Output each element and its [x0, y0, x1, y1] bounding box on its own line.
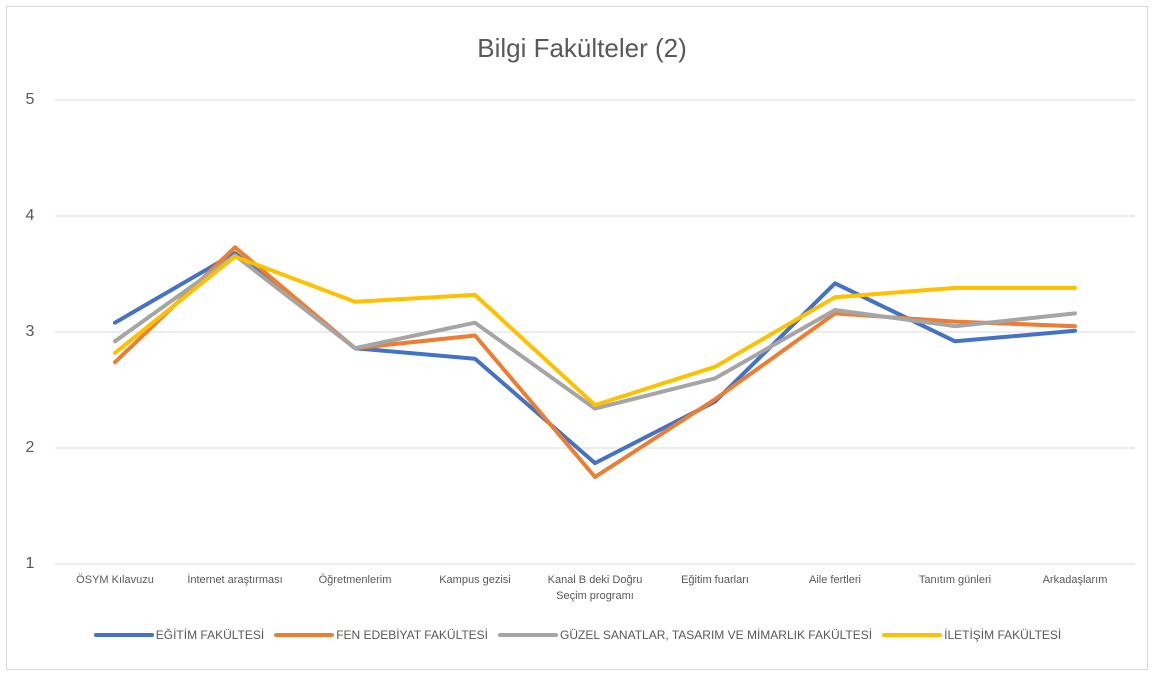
- chart-title: Bilgi Fakülteler (2): [477, 33, 687, 63]
- x-tick-label: Aile fertleri: [809, 574, 861, 586]
- y-tick-label: 5: [26, 91, 35, 108]
- series-line: [113, 254, 1077, 408]
- x-tick-label: Arkadaşlarım: [1042, 574, 1108, 586]
- x-tick-label: Tanıtım günleri: [918, 574, 992, 586]
- legend-swatch: [498, 633, 559, 637]
- x-tick-label: Kanal B deki Doğru Seçim programı: [547, 574, 643, 602]
- legend-swatch: [882, 633, 943, 637]
- legend-item: EĞİTİM FAKÜLTESİ: [93, 628, 265, 642]
- legend-item: İLETİŞİM FAKÜLTESİ: [882, 628, 1061, 642]
- legend-label: EĞİTİM FAKÜLTESİ: [155, 628, 265, 642]
- x-tick-label: Kampus gezisi: [439, 574, 511, 586]
- legend-swatch: [93, 633, 154, 637]
- x-tick-label: İnternet araştırması: [187, 574, 283, 586]
- legend: EĞİTİM FAKÜLTESİ FEN EDEBİYAT FAKÜLTESİ GÜ…: [0, 628, 1155, 642]
- legend-item: GÜZEL SANATLAR, TASARIM VE MİMARLIK FAKÜ…: [498, 628, 872, 642]
- legend-item: FEN EDEBİYAT FAKÜLTESİ: [274, 628, 488, 642]
- legend-swatch: [274, 633, 335, 637]
- x-tick-label: Eğitim fuarları: [681, 574, 749, 586]
- y-tick-label: 2: [26, 439, 35, 456]
- y-tick-label: 4: [26, 207, 35, 224]
- chart-border: [6, 6, 1148, 670]
- x-tick-label: ÖSYM Kılavuzu: [76, 574, 154, 586]
- series-line: [113, 253, 1077, 411]
- x-tick-label: Öğretmenlerim: [318, 574, 392, 586]
- y-tick-label: 3: [26, 323, 35, 340]
- legend-label: FEN EDEBİYAT FAKÜLTESİ: [336, 628, 489, 642]
- legend-label: GÜZEL SANATLAR, TASARIM VE MİMARLIK FAKÜ…: [560, 628, 873, 642]
- y-tick-label: 1: [26, 555, 35, 572]
- legend-label: İLETİŞİM FAKÜLTESİ: [944, 628, 1062, 642]
